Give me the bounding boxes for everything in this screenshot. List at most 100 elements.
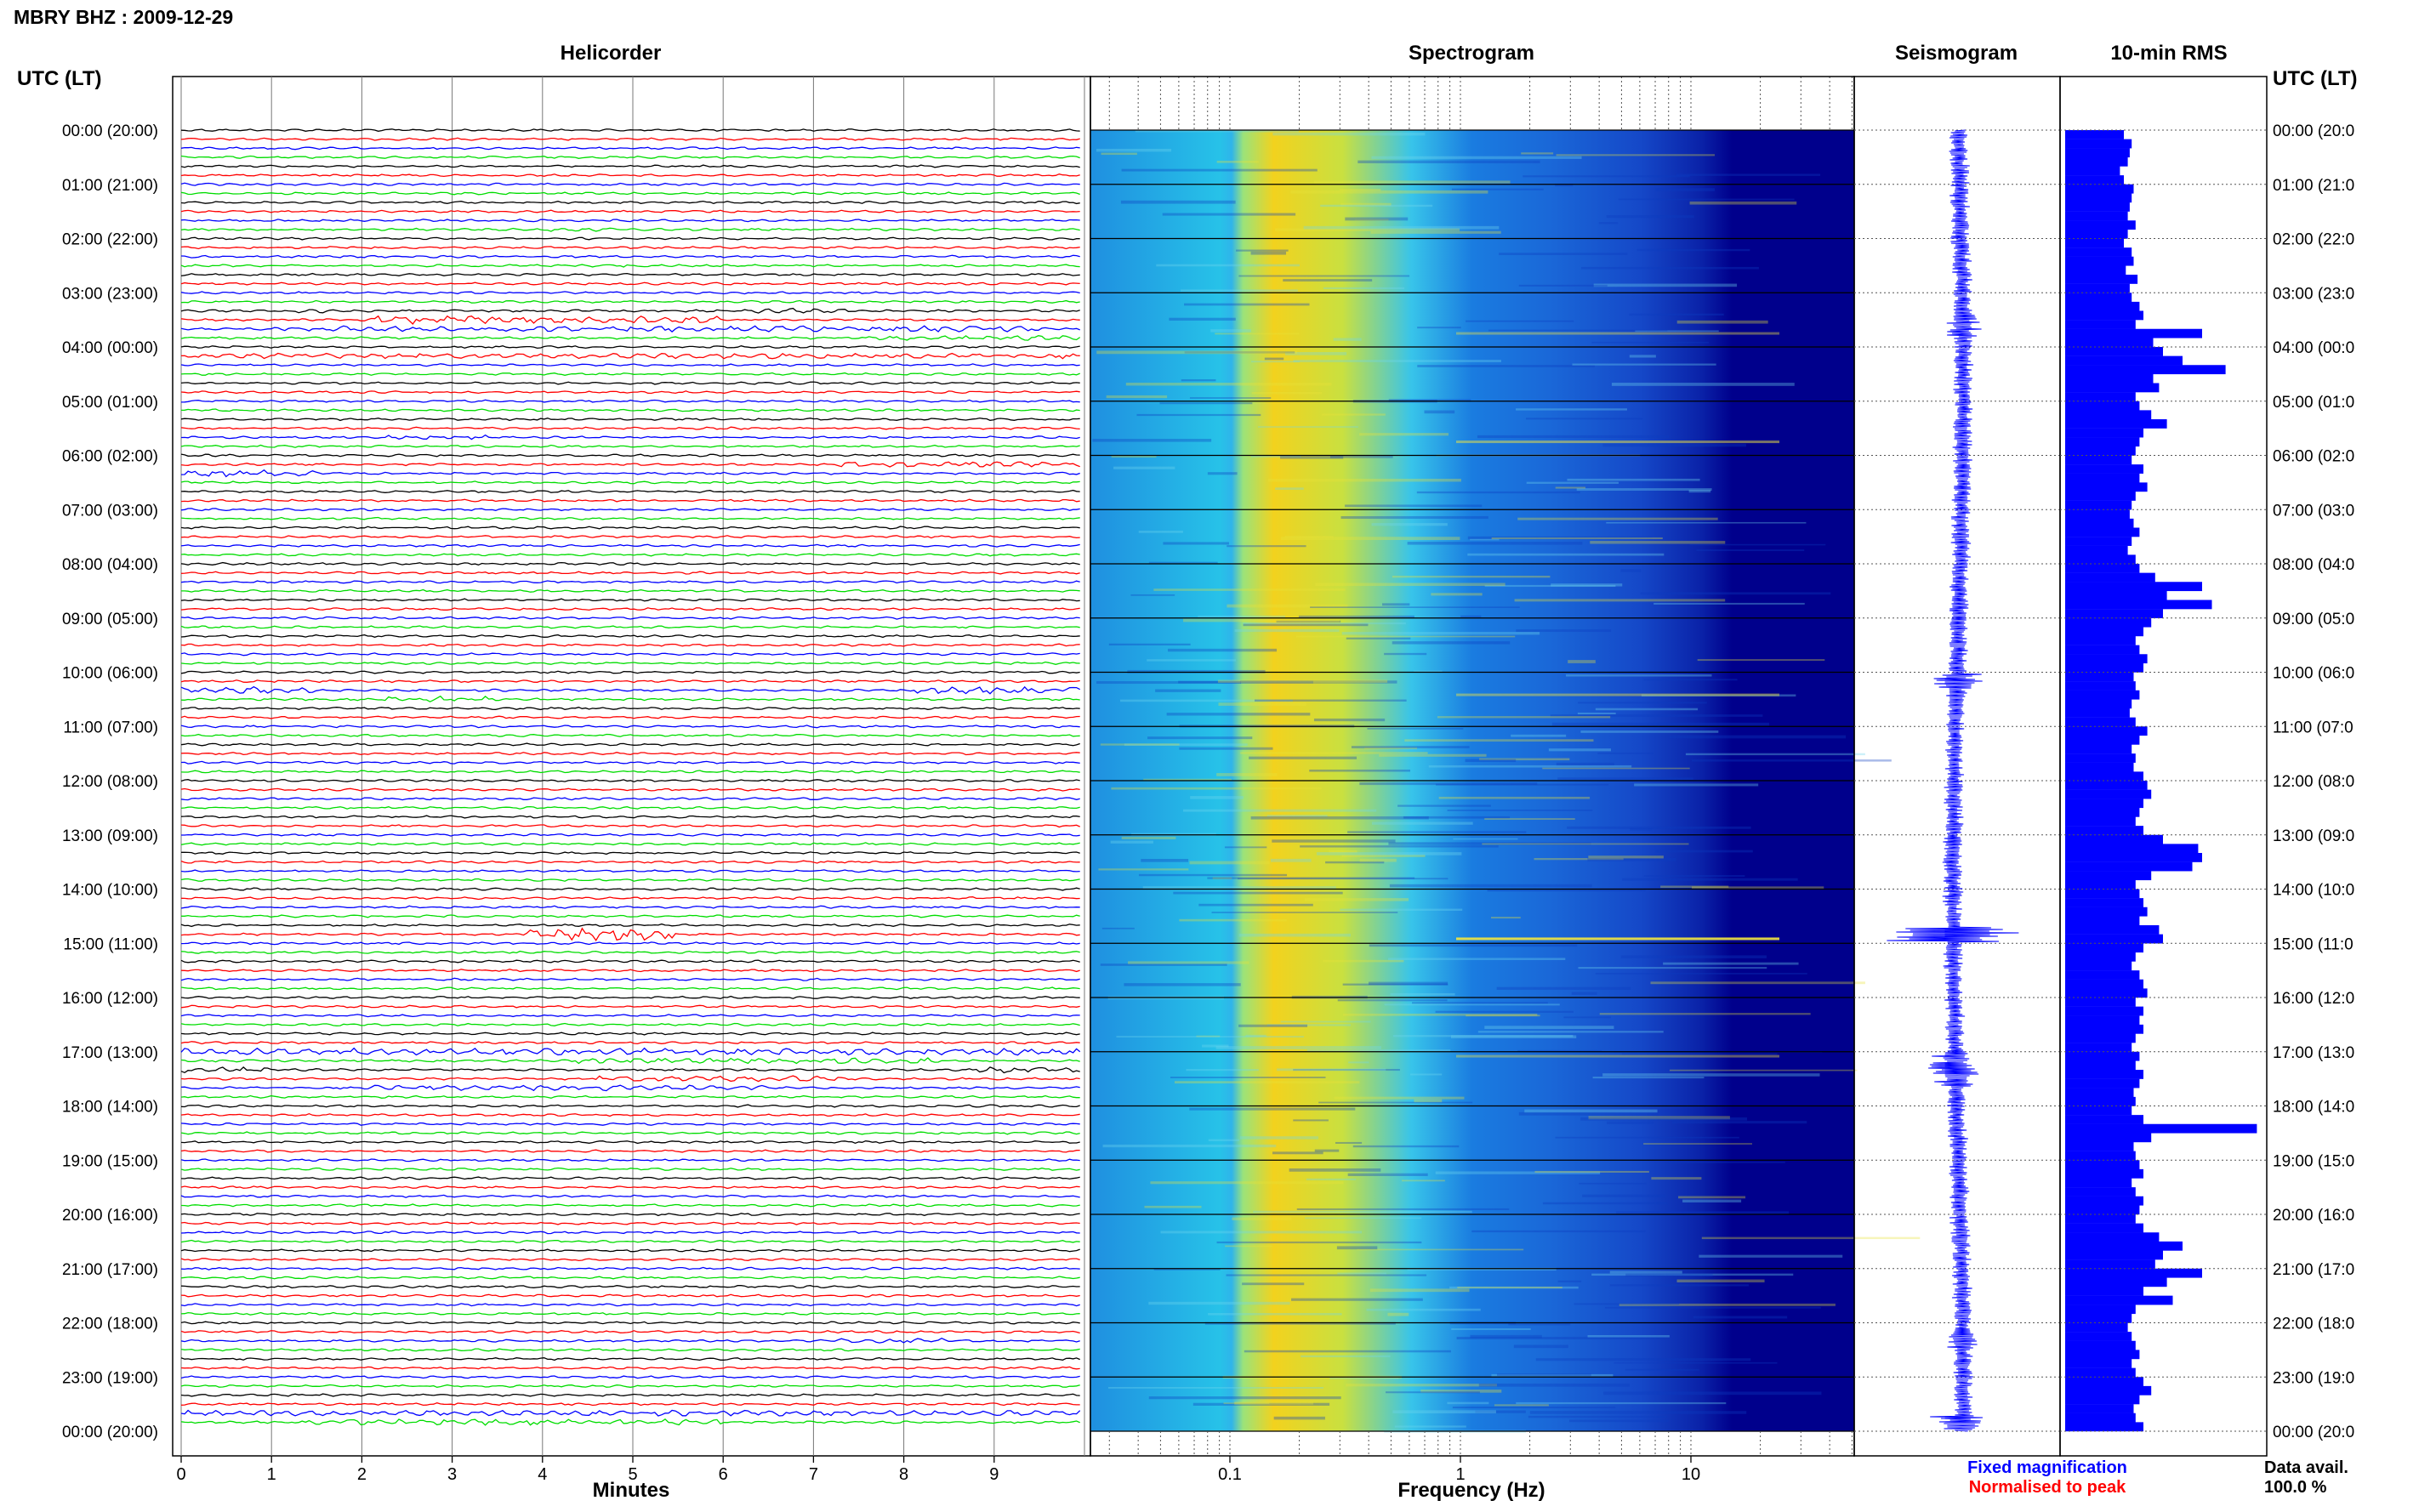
spectrogram-streak [1387, 958, 1566, 960]
helicorder-trace [180, 1032, 1080, 1036]
spectrogram-streak [1295, 635, 1516, 638]
spectrogram-streak [1162, 213, 1296, 216]
spectrogram-streak [1621, 1053, 1778, 1055]
helicorder-tick-label: 6 [719, 1465, 728, 1484]
spectrogram-streak [1092, 439, 1212, 442]
spectrogram-streak [1369, 981, 1449, 986]
helicorder-trace [180, 372, 1080, 376]
spectrogram-streak [1192, 1402, 1330, 1407]
spectrogram-streak [1517, 517, 1718, 520]
helicorder-trace [180, 1221, 1080, 1225]
rms-bar [2065, 130, 2124, 139]
spectrogram-streak [1143, 778, 1232, 781]
spectrogram-streak [1303, 225, 1500, 230]
spectrogram-streak [1300, 845, 1499, 848]
spectrogram-streak [1518, 1111, 1659, 1116]
spectrogram-streak [1407, 542, 1583, 545]
spectrogram-streak [1098, 868, 1189, 871]
spectrogram-streak [1334, 1096, 1465, 1100]
spectrogram-streak [1202, 1044, 1229, 1048]
spectrogram-streak [1318, 1101, 1473, 1104]
helicorder-trace [180, 860, 1080, 864]
helicorder-trace [180, 345, 1080, 350]
spectrogram-streak [1267, 478, 1461, 482]
helicorder-trace [180, 607, 1080, 611]
rms-bar [2065, 672, 2134, 682]
hour-label: 05:00 (01:00) [62, 394, 158, 412]
helicorder-trace [180, 1356, 1080, 1361]
helicorder-trace [180, 417, 1080, 422]
helicorder-trace [180, 1014, 1080, 1018]
spectrogram-streak [1293, 1068, 1400, 1071]
helicorder-trace [180, 489, 1080, 493]
rms-bar [2065, 807, 2140, 817]
spectrogram-streak [1577, 712, 1616, 715]
spectrogram-streak [1096, 350, 1297, 355]
rms-bar [2065, 1359, 2132, 1368]
helicorder-trace [180, 1022, 1080, 1026]
helicorder-trace [180, 1311, 1080, 1316]
spectrogram-streak [1572, 363, 1716, 366]
hour-label: 06:00 (02:00) [62, 448, 158, 466]
rms-bar [2065, 916, 2140, 926]
hour-label-right: 18:00 (14:0 [2273, 1099, 2354, 1117]
rms-bar [2065, 726, 2148, 736]
hour-label: 04:00 (00:00) [62, 339, 158, 357]
spectrogram-title: Spectrogram [1409, 42, 1534, 65]
spectrogram-streak [1392, 575, 1551, 578]
rms-bar [2065, 1287, 2143, 1296]
helicorder-trace [180, 1409, 1081, 1417]
spectrogram-streak [1291, 1298, 1423, 1301]
spectrogram-streak [1567, 478, 1700, 481]
rms-bar [2065, 753, 2136, 763]
helicorder-title: Helicorder [561, 42, 662, 65]
rms-bar [2065, 943, 2143, 953]
spectrogram-streak [1236, 249, 1289, 252]
spectrogram-streak [1582, 1194, 1666, 1197]
rms-bar [2065, 690, 2140, 700]
spectrogram-streak [1174, 1081, 1360, 1084]
spectrogram-streak [1465, 759, 1517, 763]
rms-bar [2065, 1178, 2132, 1188]
helicorder-trace [181, 851, 1080, 855]
spectrogram-streak [1521, 152, 1554, 155]
spectrogram-streak [1526, 481, 1619, 484]
spectrogram-streak [1239, 1136, 1319, 1140]
spectrogram-streak [1534, 858, 1624, 861]
helicorder-trace [180, 1066, 1080, 1074]
spectrogram-streak [1257, 426, 1358, 428]
spectrogram-streak [1306, 1049, 1451, 1052]
spectrogram-streak [1250, 455, 1301, 458]
helicorder-trace [181, 914, 1080, 918]
rms-bar [2065, 283, 2130, 293]
spectrogram-streak [1243, 622, 1406, 625]
spectrogram-streak [1593, 283, 1738, 287]
helicorder-trace [180, 426, 1080, 430]
rms-bar [2065, 1268, 2202, 1278]
spectrogram-streak [1102, 1144, 1277, 1148]
helicorder-trace [180, 381, 1080, 385]
spectrogram-streak [1407, 1267, 1557, 1271]
spectrogram-event-line [1456, 1054, 1779, 1058]
helicorder-trace [180, 1104, 1080, 1108]
helicorder-trace [180, 679, 1080, 684]
spectrogram-streak [1238, 933, 1351, 937]
spectrogram-streak [1693, 1316, 1788, 1319]
spectrogram-streak [1466, 1015, 1540, 1017]
spectrogram-streak [1508, 1323, 1571, 1326]
helicorder-trace [180, 707, 1080, 711]
hour-label: 18:00 (14:00) [62, 1099, 158, 1117]
helicorder-trace [180, 1348, 1080, 1352]
spectrogram-streak [1494, 1404, 1549, 1407]
hour-labels-left: 00:00 (20:00) 01:00 (21:00) 02:00 (22:00) 0… [62, 122, 158, 1441]
spectrogram-streak [1516, 629, 1612, 633]
helicorder-trace [180, 1366, 1080, 1370]
spectrogram-streak [1668, 1161, 1785, 1163]
rms-bar [2065, 1133, 2152, 1143]
spectrogram-streak [1514, 599, 1726, 602]
spectrogram-streak [1471, 1230, 1646, 1233]
helicorder-trace [180, 1149, 1080, 1153]
spectrogram-streak [1342, 983, 1449, 986]
spectrogram-streak [1227, 545, 1306, 548]
helicorder-trace [180, 770, 1080, 774]
